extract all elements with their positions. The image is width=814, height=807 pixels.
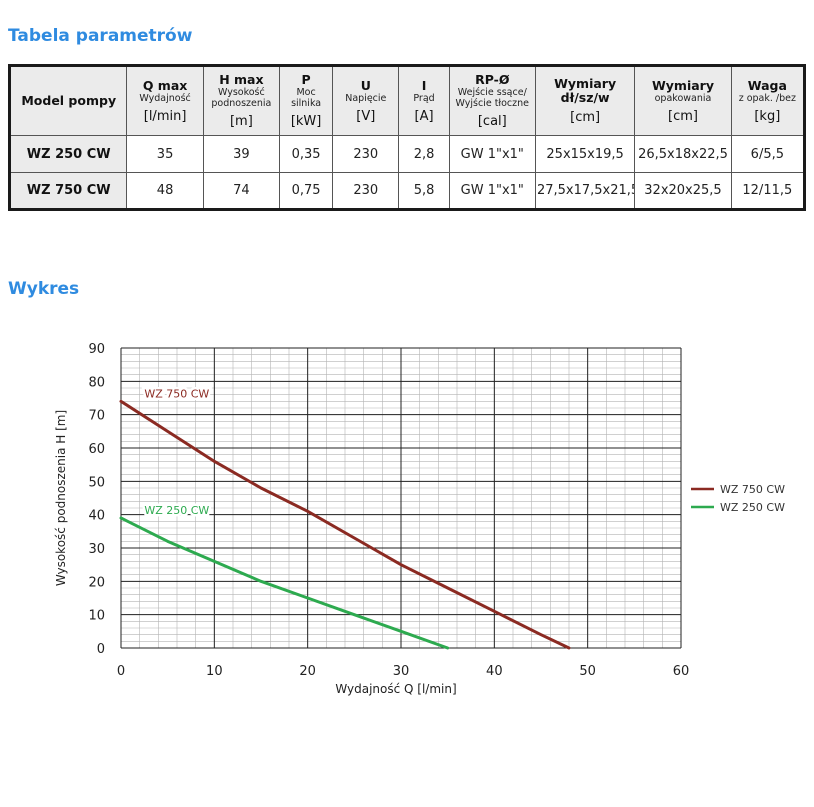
table-row: WZ 250 CW 35 39 0,35 230 2,8 GW 1"x1" 25… — [8, 135, 806, 173]
table-row: WZ 750 CW 48 74 0,75 230 5,8 GW 1"x1" 27… — [8, 172, 806, 210]
header-model: Model pompy — [8, 65, 128, 136]
table-cell: 12/11,5 — [730, 172, 806, 210]
table-cell: 48 — [126, 172, 204, 210]
table-cell: GW 1"x1" — [448, 172, 536, 210]
chart-axes: 0 10 20 30 40 50 60 70 80 90 0 10 20 30 40 50 60 Wydajnoś… — [54, 342, 689, 696]
table-section-title: Tabela parametrów — [8, 26, 193, 46]
header-weight: Waga z opak. /bez [kg] — [730, 65, 806, 136]
x-tick-label: 30 — [393, 664, 410, 679]
table-cell: 25x15x19,5 — [534, 135, 636, 173]
header-connection: RP-Ø Wejście ssące/ Wyjście tłoczne [cal… — [448, 65, 536, 136]
y-tick-label: 90 — [88, 342, 105, 357]
header-package-dimensions: Wymiary opakowania [cm] — [634, 65, 732, 136]
y-tick-label: 40 — [88, 509, 105, 524]
table-cell: 39 — [202, 135, 281, 173]
x-tick-label: 0 — [117, 664, 125, 679]
y-tick-label: 50 — [88, 475, 105, 490]
x-tick-label: 50 — [579, 664, 596, 679]
y-tick-label: 20 — [88, 575, 105, 590]
pump-curve-chart: 0 10 20 30 40 50 60 70 80 90 0 10 20 30 40 50 60 Wydajnoś… — [54, 342, 785, 696]
table-cell: 5,8 — [398, 172, 450, 210]
table-cell: 74 — [202, 172, 281, 210]
table-cell: 6/5,5 — [730, 135, 806, 173]
y-tick-label: 30 — [88, 542, 105, 557]
x-axis-title: Wydajność Q [l/min] — [335, 682, 456, 696]
series-line — [119, 399, 571, 650]
chart-legend: WZ 750 CW WZ 250 CW — [691, 483, 785, 514]
table-cell: GW 1"x1" — [448, 135, 536, 173]
table-header-row: Model pompy Q max Wydajność [l/min] H ma… — [8, 65, 806, 136]
y-tick-label: 80 — [88, 375, 105, 390]
table-cell: 2,8 — [398, 135, 450, 173]
chart-grid — [120, 347, 682, 649]
y-tick-label: 60 — [88, 442, 105, 457]
chart-series: WZ 750 CW WZ 250 CW — [119, 385, 571, 650]
y-tick-label: 70 — [88, 409, 105, 424]
y-tick-label: 10 — [88, 609, 105, 624]
x-tick-label: 40 — [486, 664, 503, 679]
series-line — [119, 516, 450, 650]
legend-label: WZ 250 CW — [720, 501, 785, 514]
y-axis-title: Wysokość podnoszenia H [m] — [54, 410, 68, 586]
header-dimensions: Wymiary dł/sz/w [cm] — [534, 65, 636, 136]
series-inline-label: WZ 250 CW — [144, 504, 209, 517]
x-tick-label: 20 — [299, 664, 316, 679]
y-tick-label: 0 — [97, 642, 105, 657]
chart-section-title: Wykres — [8, 279, 80, 299]
series-inline-label: WZ 750 CW — [144, 387, 209, 400]
table-cell: 230 — [332, 135, 400, 173]
parameters-table: Model pompy Q max Wydajność [l/min] H ma… — [8, 64, 806, 211]
header-voltage: U Napięcie [V] — [332, 65, 400, 136]
table-cell: 35 — [126, 135, 204, 173]
table-cell: 27,5x17,5x21,5 — [534, 172, 636, 210]
table-cell: 32x20x25,5 — [634, 172, 732, 210]
x-tick-label: 10 — [206, 664, 223, 679]
model-name-cell: WZ 750 CW — [8, 172, 128, 210]
legend-label: WZ 750 CW — [720, 483, 785, 496]
table-cell: 0,35 — [278, 135, 334, 173]
table-cell: 0,75 — [278, 172, 334, 210]
header-hmax: H max Wysokość podnoszenia [m] — [202, 65, 281, 136]
model-name-cell: WZ 250 CW — [8, 135, 128, 173]
header-qmax: Q max Wydajność [l/min] — [126, 65, 204, 136]
header-power: P Moc silnika [kW] — [278, 65, 334, 136]
x-tick-label: 60 — [673, 664, 690, 679]
table-cell: 26,5x18x22,5 — [634, 135, 732, 173]
table-cell: 230 — [332, 172, 400, 210]
header-current: I Prąd [A] — [398, 65, 450, 136]
